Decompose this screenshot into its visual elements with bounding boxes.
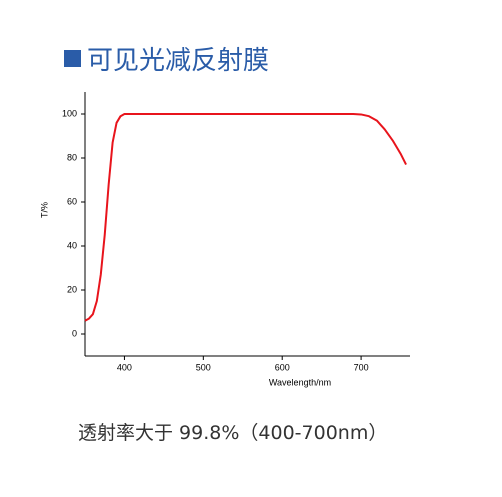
y-tick-label: 60 (67, 196, 77, 206)
x-tick-label: 500 (196, 362, 211, 372)
x-tick-label: 400 (117, 362, 132, 372)
caption: 透射率大于 99.8%（400-700nm） (78, 422, 388, 444)
x-tick-label: 700 (354, 362, 369, 372)
y-axis-label: T/% (39, 202, 49, 218)
y-tick-label: 0 (72, 328, 77, 338)
y-tick-label: 100 (62, 108, 77, 118)
data-line (84, 113, 407, 322)
y-tick-label: 20 (67, 284, 77, 294)
title: 可见光减反射膜 (87, 46, 270, 76)
chart: Wavelength/nm T/% 0 20 40 60 80 100 400 500 600 7… (39, 92, 410, 387)
x-axis-label: Wavelength/nm (269, 377, 331, 387)
y-tick-label: 80 (67, 152, 77, 162)
x-tick-label: 600 (275, 362, 290, 372)
title-square (64, 50, 81, 67)
title-row: 可见光减反射膜 (64, 40, 269, 77)
y-tick-label: 40 (67, 240, 77, 250)
